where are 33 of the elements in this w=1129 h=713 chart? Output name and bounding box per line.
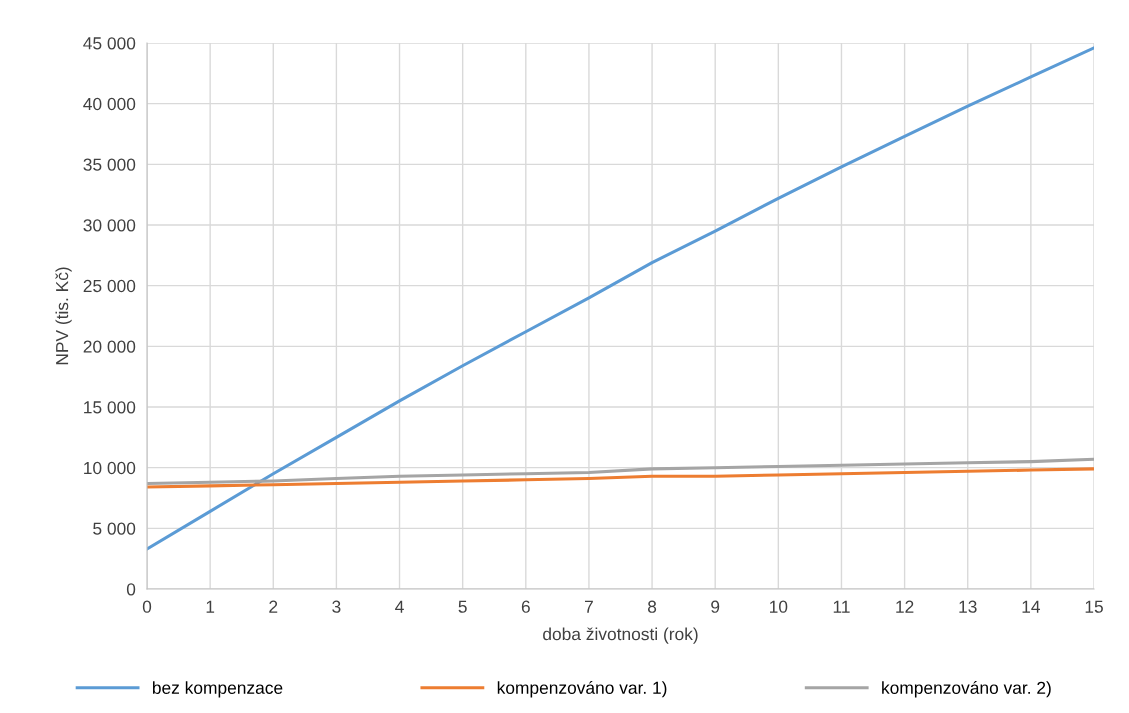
x-tick-label: 5 [458,600,467,613]
x-tick-label: 4 [395,600,404,613]
y-tick-label: 45 000 [83,37,136,50]
x-tick-label: 2 [269,600,278,613]
x-tick-label: 15 [1085,600,1103,613]
legend-label: bez kompenzace [152,681,283,698]
x-tick-label: 14 [1022,600,1041,613]
y-tick-label: 15 000 [84,401,136,414]
x-tick-label: 11 [833,600,850,613]
y-tick-label: 5 000 [93,522,136,535]
x-tick-label: 1 [206,600,215,613]
y-tick-label: 0 [126,583,136,596]
line-series [147,457,1094,485]
y-tick-label: 10 000 [84,461,136,475]
legend-label: kompenzováno var. 1) [497,680,667,698]
y-axis-title: NPV (tis. Kč) [55,267,72,365]
x-tick-label: 12 [896,600,914,613]
y-tick-label: 35 000 [83,158,136,171]
line-series [147,467,1094,489]
x-axis-title: doba životnosti (rok) [543,627,698,644]
x-tick-label: 13 [959,600,977,613]
legend-label: kompenzováno var. 2) [882,680,1051,698]
y-tick-label: 40 000 [83,97,136,111]
x-tick-label: 6 [521,600,530,613]
x-tick-label: 7 [585,600,593,613]
y-tick-label: 25 000 [83,279,136,293]
x-tick-label: 9 [711,600,720,613]
x-tick-label: 0 [142,600,152,613]
x-tick-label: 8 [647,600,657,613]
y-tick-label: 30 000 [83,219,136,232]
y-tick-label: 20 000 [83,340,136,353]
x-tick-label: 10 [770,600,788,613]
x-tick-label: 3 [332,600,341,613]
